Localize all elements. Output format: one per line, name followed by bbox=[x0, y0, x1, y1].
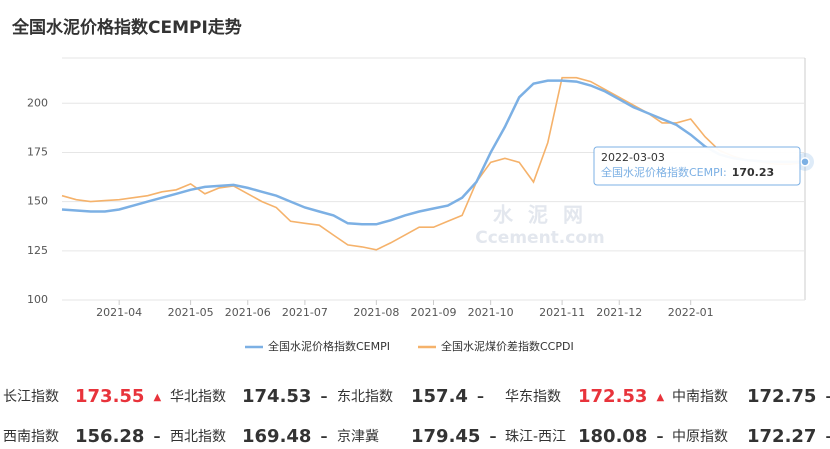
x-tick-label: 2021-11 bbox=[539, 306, 585, 319]
region-name: 华东指数 bbox=[505, 389, 561, 405]
x-tick-label: 2021-05 bbox=[168, 306, 214, 319]
hover-point bbox=[800, 157, 810, 167]
region-value: 172.53 bbox=[578, 386, 647, 407]
region-trend: – bbox=[489, 429, 496, 445]
region-trend: – bbox=[153, 429, 160, 445]
region-trend: ▲ bbox=[656, 392, 664, 403]
watermark: Ccement.com bbox=[475, 228, 604, 248]
x-tick-label: 2021-04 bbox=[96, 306, 142, 319]
region-trend: – bbox=[477, 389, 484, 405]
region-trend: – bbox=[320, 389, 327, 405]
region-value: 179.45 bbox=[411, 426, 480, 447]
region-name: 西北指数 bbox=[170, 429, 226, 445]
watermark: 水 泥 网 bbox=[493, 203, 587, 227]
chart-title: 全国水泥价格指数CEMPI走势 bbox=[11, 17, 242, 38]
region-value: 172.27 bbox=[747, 426, 816, 447]
x-tick-label: 2022-01 bbox=[668, 306, 714, 319]
region-value: 169.48 bbox=[242, 426, 311, 447]
region-trend: – bbox=[320, 429, 327, 445]
region-name: 珠江-西江 bbox=[505, 429, 566, 445]
region-value: 157.4 bbox=[411, 386, 468, 407]
region-name: 东北指数 bbox=[337, 389, 393, 405]
tooltip-value: 170.23 bbox=[732, 166, 774, 179]
y-tick-label: 150 bbox=[27, 195, 48, 208]
legend-label: 全国水泥煤价差指数CCPDI bbox=[441, 339, 574, 353]
region-name: 中原指数 bbox=[672, 429, 728, 445]
x-tick-label: 2021-12 bbox=[596, 306, 642, 319]
region-name: 中南指数 bbox=[672, 389, 728, 405]
region-value: 174.53 bbox=[242, 386, 311, 407]
region-value: 180.08 bbox=[578, 426, 647, 447]
legend-label: 全国水泥价格指数CEMPI bbox=[268, 339, 390, 353]
region-name: 长江指数 bbox=[3, 389, 59, 405]
region-value: 156.28 bbox=[75, 426, 144, 447]
y-tick-label: 100 bbox=[27, 293, 48, 306]
tooltip-box bbox=[593, 146, 801, 186]
y-tick-label: 125 bbox=[27, 244, 48, 257]
x-tick-label: 2021-07 bbox=[282, 306, 328, 319]
region-name: 华北指数 bbox=[170, 389, 226, 405]
region-trend: ▲ bbox=[153, 392, 161, 403]
y-tick-label: 200 bbox=[27, 96, 48, 109]
y-tick-label: 175 bbox=[27, 145, 48, 158]
x-tick-label: 2021-09 bbox=[411, 306, 457, 319]
tooltip-label: 全国水泥价格指数CEMPI: bbox=[601, 165, 727, 179]
x-tick-label: 2021-06 bbox=[225, 306, 271, 319]
region-name: 西南指数 bbox=[3, 429, 59, 445]
region-trend: – bbox=[825, 389, 830, 405]
region-value: 172.75 bbox=[747, 386, 816, 407]
tooltip-date: 2022-03-03 bbox=[601, 151, 665, 164]
region-trend: – bbox=[656, 429, 663, 445]
region-trend: – bbox=[825, 429, 830, 445]
region-value: 173.55 bbox=[75, 386, 144, 407]
series-line bbox=[61, 76, 806, 251]
x-tick-label: 2021-10 bbox=[468, 306, 514, 319]
region-name: 京津冀 bbox=[337, 429, 379, 445]
x-tick-label: 2021-08 bbox=[353, 306, 399, 319]
series-line bbox=[61, 79, 806, 226]
